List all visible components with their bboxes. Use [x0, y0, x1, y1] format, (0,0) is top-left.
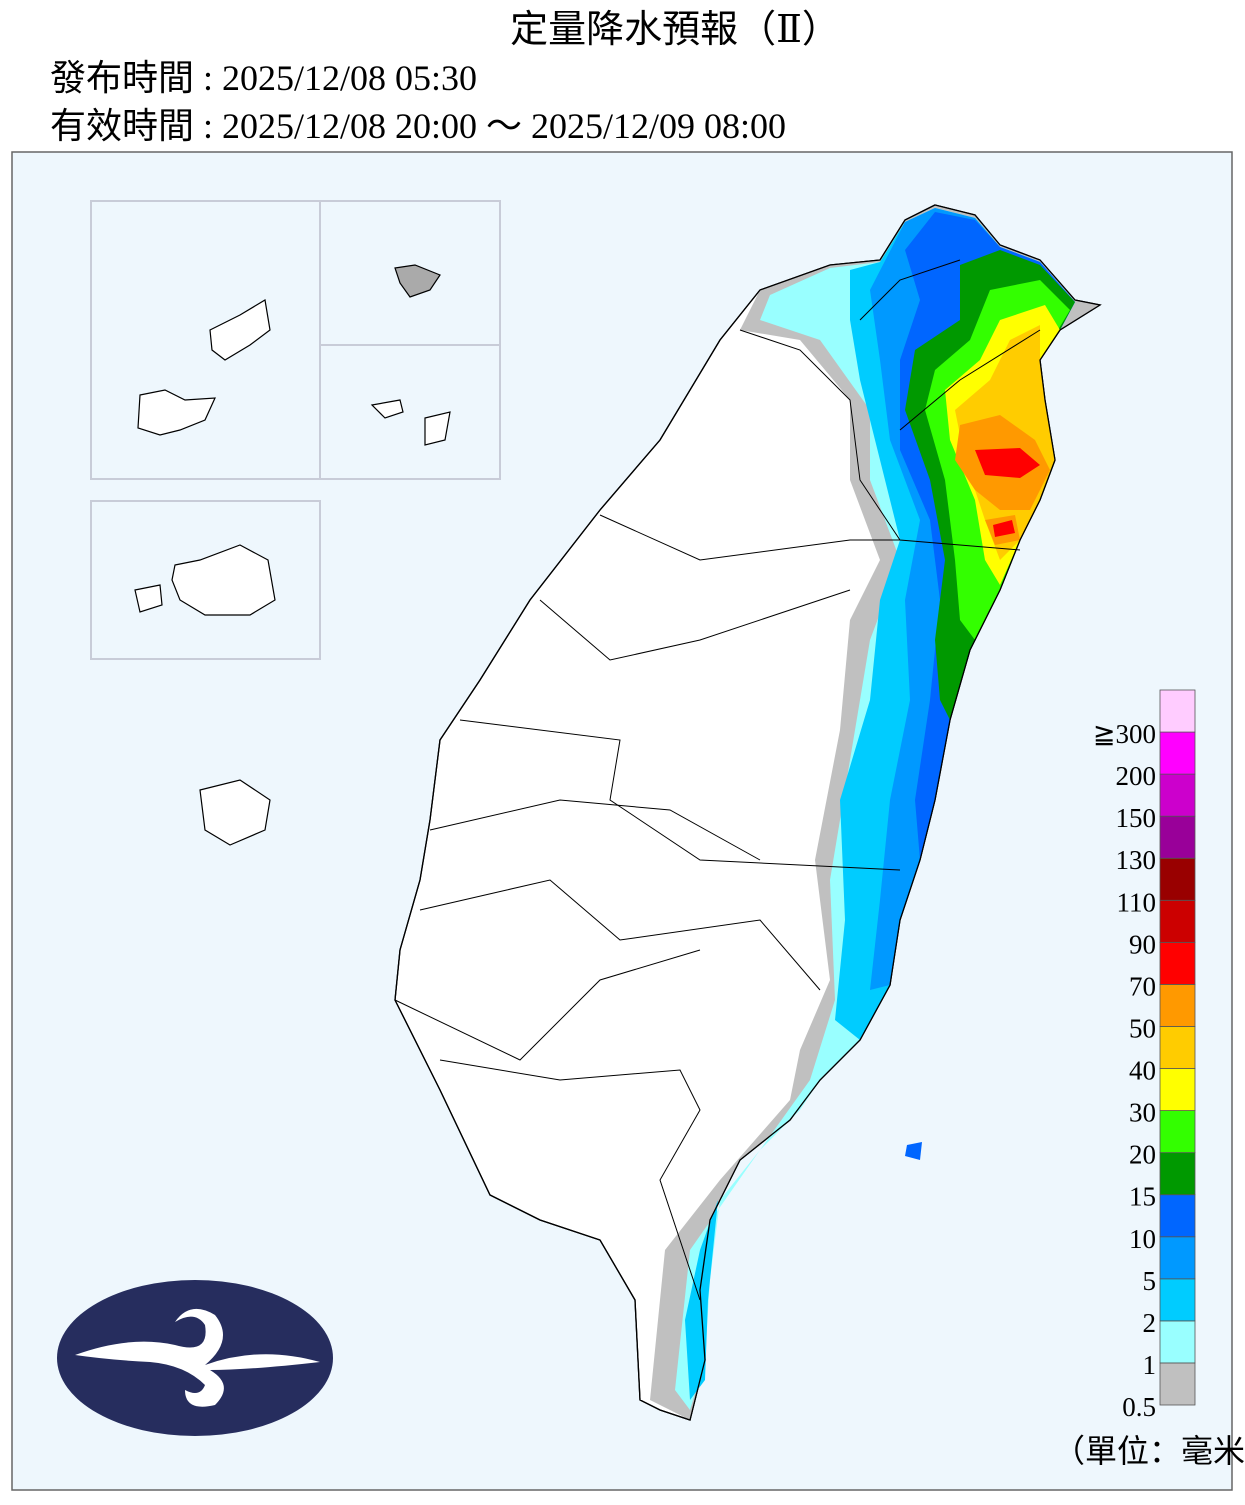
issued-time: 發布時間 : 2025/12/08 05:30 [50, 58, 477, 98]
title: 定量降水預報（Ⅱ） [510, 9, 840, 51]
legend-label: 130 [1116, 845, 1157, 875]
legend-label: 1 [1143, 1350, 1157, 1380]
legend-swatch [1159, 1362, 1196, 1406]
legend-label: 200 [1116, 761, 1157, 791]
legend-swatch [1159, 1236, 1196, 1280]
legend-label: 110 [1117, 887, 1157, 917]
legend-swatch [1159, 1194, 1196, 1238]
legend-swatch [1159, 984, 1196, 1027]
legend-label: 30 [1129, 1098, 1156, 1128]
legend-label: 70 [1129, 971, 1156, 1001]
legend-label: 2 [1143, 1308, 1157, 1338]
inset-boxes [90, 200, 501, 660]
legend-label: 150 [1116, 803, 1157, 833]
legend-swatch [1159, 1278, 1196, 1322]
legend-label: 50 [1129, 1013, 1156, 1043]
legend-swatch [1159, 773, 1196, 817]
legend-label: 20 [1129, 1140, 1156, 1170]
legend-swatch [1159, 1068, 1196, 1111]
legend-swatch [1159, 899, 1196, 943]
county-borders [394, 259, 1041, 1301]
legend-swatch [1159, 1152, 1196, 1196]
rainfall-areas [650, 205, 1100, 1420]
legend-swatch [1159, 689, 1196, 733]
coastline [394, 204, 1102, 1421]
legend-swatch [1159, 1320, 1196, 1364]
legend-swatch [1159, 1110, 1196, 1154]
legend-label: ≧300 [1093, 719, 1156, 749]
legend-swatch [1159, 731, 1196, 775]
legend-swatch [1159, 857, 1196, 901]
cwa-logo [57, 1280, 333, 1436]
legend-label: 5 [1143, 1266, 1157, 1296]
legend-swatch [1159, 815, 1196, 859]
legend: 0.5 1 2 5 10 15 20 30 40 50 70 90 110 130 150 200 ≧300 [1093, 689, 1196, 1422]
legend-swatch [1159, 1026, 1196, 1069]
legend-label: 40 [1129, 1056, 1156, 1086]
valid-time: 有效時間 : 2025/12/08 20:00 ～ 2025/12/09 08:… [50, 106, 786, 146]
legend-label: 10 [1129, 1224, 1156, 1254]
legend-label: 15 [1129, 1182, 1156, 1212]
legend-label: 0.5 [1122, 1392, 1156, 1422]
legend-label: 90 [1129, 929, 1156, 959]
legend-swatch [1159, 941, 1196, 985]
legend-unit: （單位：毫米） [1053, 1433, 1245, 1469]
